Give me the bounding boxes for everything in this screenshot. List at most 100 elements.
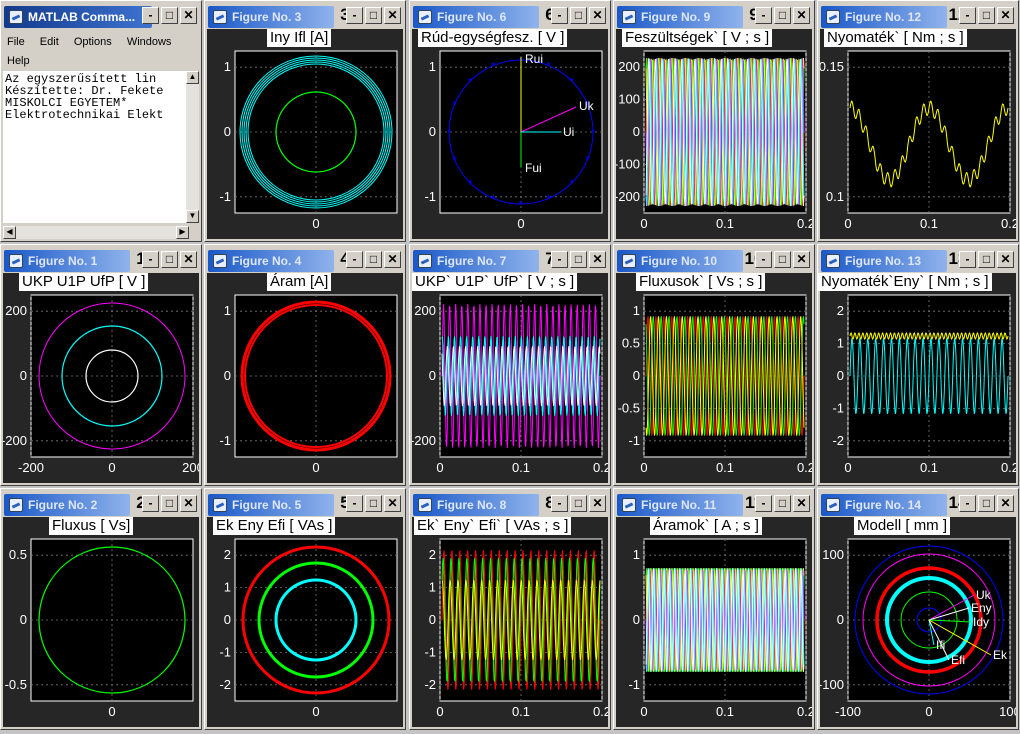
close-button[interactable]: ✕ [793,7,810,24]
maximize-button[interactable]: □ [978,251,995,268]
close-button[interactable]: ✕ [384,251,401,268]
minimize-button[interactable]: - [346,7,363,24]
close-button[interactable]: ✕ [793,251,810,268]
menu-options[interactable]: Options [73,36,112,48]
minimize-button[interactable]: - [142,495,159,512]
title-bar[interactable]: Figure No. 7 7 - □ ✕ [412,247,608,273]
plot-canvas[interactable]: 210-1-200.10.2 [412,517,608,727]
maximize-button[interactable]: □ [774,251,791,268]
plot-canvas[interactable]: 0.5 0 -0.5 0 [3,517,199,727]
menu-edit[interactable]: Edit [39,36,59,48]
minimize-button[interactable]: - [346,495,363,512]
command-output[interactable]: Az egyszerűsített lin Készítette: Dr. Fe… [3,71,189,223]
menu-file[interactable]: File [7,36,25,48]
minimize-button[interactable]: - [142,7,159,24]
maximize-button[interactable]: □ [570,7,587,24]
close-button[interactable]: ✕ [384,495,401,512]
scroll-up-arrow-icon[interactable]: ▲ [186,71,199,84]
title-bar[interactable]: Figure No. 3 3 - □ ✕ [207,3,403,29]
maximize-button[interactable]: □ [365,251,382,268]
close-button[interactable]: ✕ [589,495,606,512]
close-button[interactable]: ✕ [384,7,401,24]
maximize-button[interactable]: □ [978,495,995,512]
minimize-button[interactable]: - [959,7,976,24]
close-button[interactable]: ✕ [997,251,1014,268]
plot-canvas[interactable]: 10-100.10.2 [616,517,812,727]
close-button[interactable]: ✕ [997,495,1014,512]
maximize-button[interactable]: □ [774,7,791,24]
plot-canvas[interactable]: 1 0 -1 0 [207,29,403,239]
plot-canvas[interactable]: 1 0 -1 0 [207,273,403,483]
plot-canvas[interactable]: 10.50-0.5-100.10.2 [616,273,812,483]
minimize-button[interactable]: - [755,251,772,268]
maximize-button[interactable]: □ [161,495,178,512]
menu-help[interactable]: Help [7,55,30,67]
title-bar[interactable]: Figure No. 5 5 - □ ✕ [207,491,403,517]
minimize-button[interactable]: - [551,495,568,512]
title-bar[interactable]: Figure No. 11 11 - □ ✕ [616,491,812,517]
minimize-button[interactable]: - [142,251,159,268]
title-bar[interactable]: Figure No. 13 13 - □ ✕ [820,247,1016,273]
title-bar[interactable]: Figure No. 4 4 - □ ✕ [207,247,403,273]
title-bar[interactable]: Figure No. 10 10 - □ ✕ [616,247,812,273]
maximize-button[interactable]: □ [774,495,791,512]
horizontal-scrollbar[interactable]: ◀ ▶ [3,226,189,239]
plot-canvas[interactable]: 210-1-200.10.2 [820,273,1016,483]
close-button[interactable]: ✕ [793,495,810,512]
scroll-left-arrow-icon[interactable]: ◀ [3,226,16,239]
title-bar[interactable]: Figure No. 2 2 - □ ✕ [3,491,199,517]
matlab-command-window[interactable]: MATLAB Comma... - □ ✕ File Edit Options … [0,0,202,242]
menu-windows[interactable]: Windows [126,36,172,48]
close-button[interactable]: ✕ [589,7,606,24]
maximize-button[interactable]: □ [161,251,178,268]
close-button[interactable]: ✕ [180,251,197,268]
minimize-button[interactable]: - [959,251,976,268]
scroll-right-arrow-icon[interactable]: ▶ [176,226,189,239]
title-bar[interactable]: Figure No. 8 8 - □ ✕ [412,491,608,517]
minimize-button[interactable]: - [551,7,568,24]
maximize-button[interactable]: □ [161,7,178,24]
minimize-button[interactable]: - [959,495,976,512]
vertical-scrollbar[interactable]: ▲ ▼ [186,71,199,223]
title-bar[interactable]: Figure No. 14 14 - □ ✕ [820,491,1016,517]
title-bar[interactable]: Figure No. 1 1 - □ ✕ [3,247,199,273]
maximize-button[interactable]: □ [570,495,587,512]
minimize-button[interactable]: - [551,251,568,268]
minimize-button[interactable]: - [755,495,772,512]
close-button[interactable]: ✕ [180,7,197,24]
maximize-button[interactable]: □ [365,7,382,24]
close-button[interactable]: ✕ [180,495,197,512]
plot-canvas[interactable]: 200 0 -200 -200 0 200 [3,273,199,483]
scroll-down-arrow-icon[interactable]: ▼ [186,210,199,223]
minimize-button[interactable]: - [346,251,363,268]
title-bar[interactable]: MATLAB Comma... - □ ✕ [3,3,199,29]
title-bar[interactable]: Figure No. 6 6 - □ ✕ [412,3,608,29]
plot-canvas[interactable]: 2 1 0 -1 -2 0 [207,517,403,727]
title-bar[interactable]: Figure No. 12 12 - □ ✕ [820,3,1016,29]
close-button[interactable]: ✕ [589,251,606,268]
maximize-button[interactable]: □ [365,495,382,512]
title-bar[interactable]: Figure No. 9 9 - □ ✕ [616,3,812,29]
close-button[interactable]: ✕ [997,7,1014,24]
minimize-button[interactable]: - [755,7,772,24]
maximize-button[interactable]: □ [570,251,587,268]
maximize-button[interactable]: □ [978,7,995,24]
